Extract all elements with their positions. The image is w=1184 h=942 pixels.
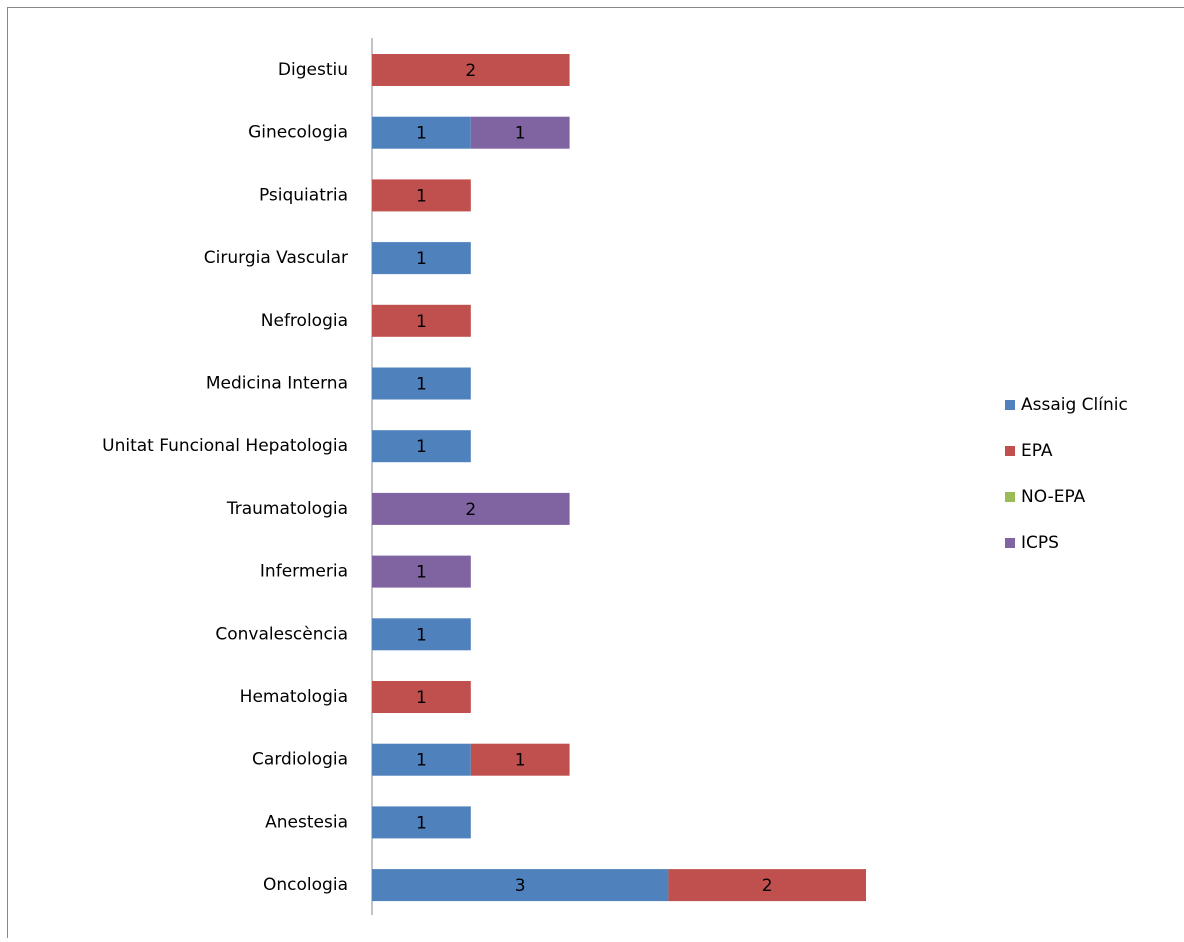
- data-label: 1: [416, 563, 427, 583]
- y-tick-label: Unitat Funcional Hepatologia: [102, 436, 348, 456]
- data-label: 1: [515, 124, 526, 144]
- data-label: 1: [416, 751, 427, 771]
- y-tick-label: Oncologia: [263, 875, 348, 895]
- legend-label: Assaig Clínic: [1021, 395, 1128, 415]
- data-label: 2: [465, 61, 476, 81]
- y-tick-label: Psiquiatria: [259, 185, 348, 205]
- chart-frame: [8, 8, 1184, 939]
- data-label: 1: [416, 437, 427, 457]
- data-label: 1: [416, 312, 427, 332]
- y-tick-label: Medicina Interna: [206, 374, 348, 394]
- y-tick-label: Convalescència: [215, 624, 348, 644]
- data-label: 1: [416, 186, 427, 206]
- y-tick-label: Traumatologia: [226, 499, 348, 519]
- y-tick-label: Cardiologia: [252, 750, 348, 770]
- legend-swatch: [1005, 492, 1015, 502]
- legend-label: EPA: [1021, 441, 1053, 461]
- data-label: 3: [515, 876, 526, 896]
- y-tick-label: Infermeria: [260, 562, 348, 582]
- legend-swatch: [1005, 446, 1015, 456]
- y-tick-label: Cirurgia Vascular: [204, 248, 348, 268]
- legend-label: ICPS: [1021, 533, 1059, 553]
- legend-label: NO-EPA: [1021, 487, 1086, 507]
- y-tick-label: Nefrologia: [261, 311, 348, 331]
- data-label: 1: [515, 751, 526, 771]
- legend-swatch: [1005, 400, 1015, 410]
- data-label: 2: [762, 876, 773, 896]
- data-label: 1: [416, 813, 427, 833]
- y-tick-label: Anestesia: [265, 812, 348, 832]
- y-tick-label: Ginecologia: [248, 123, 348, 143]
- data-label: 1: [416, 625, 427, 645]
- y-tick-label: Hematologia: [240, 687, 348, 707]
- data-label: 2: [465, 500, 476, 520]
- data-label: 1: [416, 688, 427, 708]
- data-label: 1: [416, 124, 427, 144]
- data-label: 1: [416, 375, 427, 395]
- y-tick-label: Digestiu: [278, 60, 348, 80]
- data-label: 1: [416, 249, 427, 269]
- legend-swatch: [1005, 538, 1015, 548]
